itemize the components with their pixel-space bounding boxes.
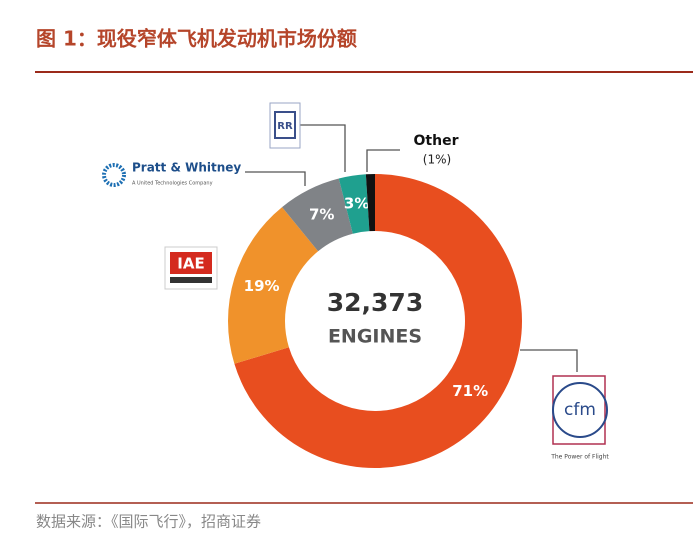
leader-line [245,171,306,186]
leader-line [520,349,578,372]
leader-line [366,149,400,172]
pw-tagline: A United Technologies Company [132,181,213,187]
cfm-tagline: The Power of Flight [550,454,609,461]
center-label: ENGINES [328,326,422,348]
slice [338,174,370,234]
value-label: 3% [344,194,369,212]
value-label: (1%) [423,153,451,167]
cfm-logo-text: cfm [564,400,596,420]
rr-logo-text: RR [277,121,293,132]
rr-logo-frame [274,111,296,139]
value-label: 7% [309,206,334,224]
chart-title: 图 1：现役窄体飞机发动机市场份额 [36,27,357,51]
iae-logo-bar [170,277,212,283]
slice [228,207,319,364]
value-label: 71% [452,382,488,400]
slice [234,174,522,469]
other-label: Other [414,133,459,149]
center-value: 32,373 [327,288,423,317]
pw-logo-text: Pratt & Whitney [132,161,241,175]
value-label: 19% [244,277,280,295]
slice [365,174,375,232]
donut: 71% 19% 7% 3% [228,174,522,469]
iae-logo-text: IAE [177,255,204,273]
pw-logo-mark [102,163,126,187]
slice [282,178,353,252]
leader-line [300,124,346,172]
iae-logo-block [170,252,212,274]
source: 数据来源：《国际飞行》，招商证券 [36,513,261,531]
cfm-logo-ring [552,382,608,438]
